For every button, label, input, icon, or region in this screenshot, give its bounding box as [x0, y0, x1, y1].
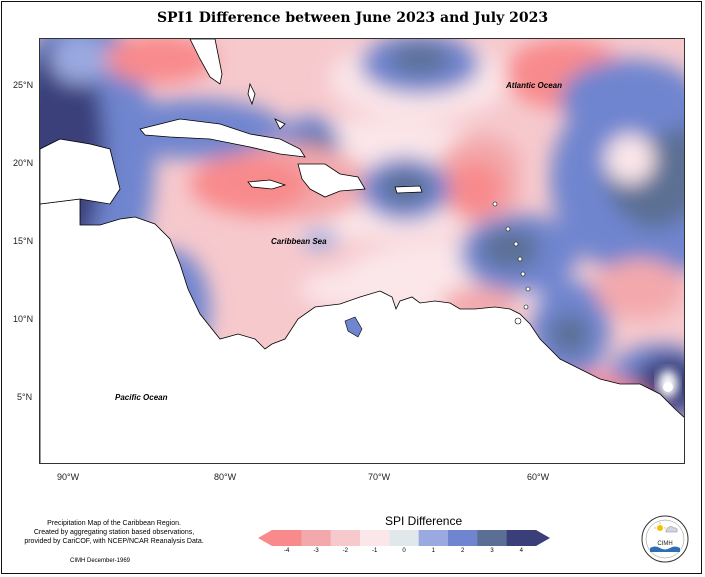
credits-text: Precipitation Map of the Caribbean Regio… — [14, 519, 214, 546]
legend-swatch — [389, 530, 420, 546]
lon-label-70w: 70°W — [368, 472, 391, 482]
lat-label-15n: 15°N — [13, 236, 34, 246]
legend-swatch — [448, 530, 478, 546]
lat-label-20n: 20°N — [13, 158, 34, 168]
legend-tick-label: 0 — [402, 548, 406, 554]
legend-tick-label: -3 — [313, 548, 319, 554]
atlantic-ocean-label: Atlantic Ocean — [506, 81, 563, 90]
cimh-logo-icon: CIMH — [641, 515, 689, 563]
legend-arrow-right — [536, 530, 550, 546]
lat-label-5n: 5°N — [17, 392, 33, 402]
legend-swatch — [360, 530, 390, 546]
spi-difference-map — [40, 39, 684, 463]
legend-swatch — [506, 530, 537, 546]
legend-tick-label: 1 — [431, 548, 435, 554]
credits-line-2: Created by aggregating station based obs… — [33, 529, 195, 536]
logo-text: CIMH — [657, 541, 672, 547]
caribbean-sea-label: Caribbean Sea — [271, 237, 327, 246]
land-masses — [40, 39, 684, 463]
credits-date: CIMH December-1969 — [70, 558, 131, 564]
credits-line-1: Precipitation Map of the Caribbean Regio… — [47, 520, 181, 527]
legend-swatch — [272, 530, 302, 546]
legend-tick-label: -2 — [342, 548, 348, 554]
credits-line-3: provided by CariCOF, with NCEP/NCAR Rean… — [24, 538, 204, 545]
legend-tick-label: -4 — [283, 548, 290, 554]
legend-swatch — [477, 530, 508, 546]
lat-label-25n: 25°N — [13, 80, 34, 90]
lat-label-10n: 10°N — [13, 314, 34, 324]
legend-tick-label: -1 — [371, 548, 378, 554]
legend-swatch — [301, 530, 332, 546]
legend-swatch — [418, 530, 449, 546]
legend-arrow-left — [258, 530, 272, 546]
legend-swatch — [330, 530, 361, 546]
legend-tick-label: 3 — [490, 548, 494, 554]
lon-label-80w: 80°W — [214, 472, 237, 482]
lon-label-60w: 60°W — [527, 472, 550, 482]
legend-title: SPI Difference — [385, 514, 463, 528]
legend-tick-label: 2 — [460, 548, 465, 554]
pacific-ocean-label: Pacific Ocean — [115, 393, 168, 402]
lon-label-90w: 90°W — [57, 472, 80, 482]
map-area — [39, 38, 685, 464]
legend-colorbar — [258, 530, 550, 546]
legend-tick-label: 4 — [519, 548, 523, 554]
map-title: SPI1 Difference between June 2023 and Ju… — [156, 10, 549, 26]
